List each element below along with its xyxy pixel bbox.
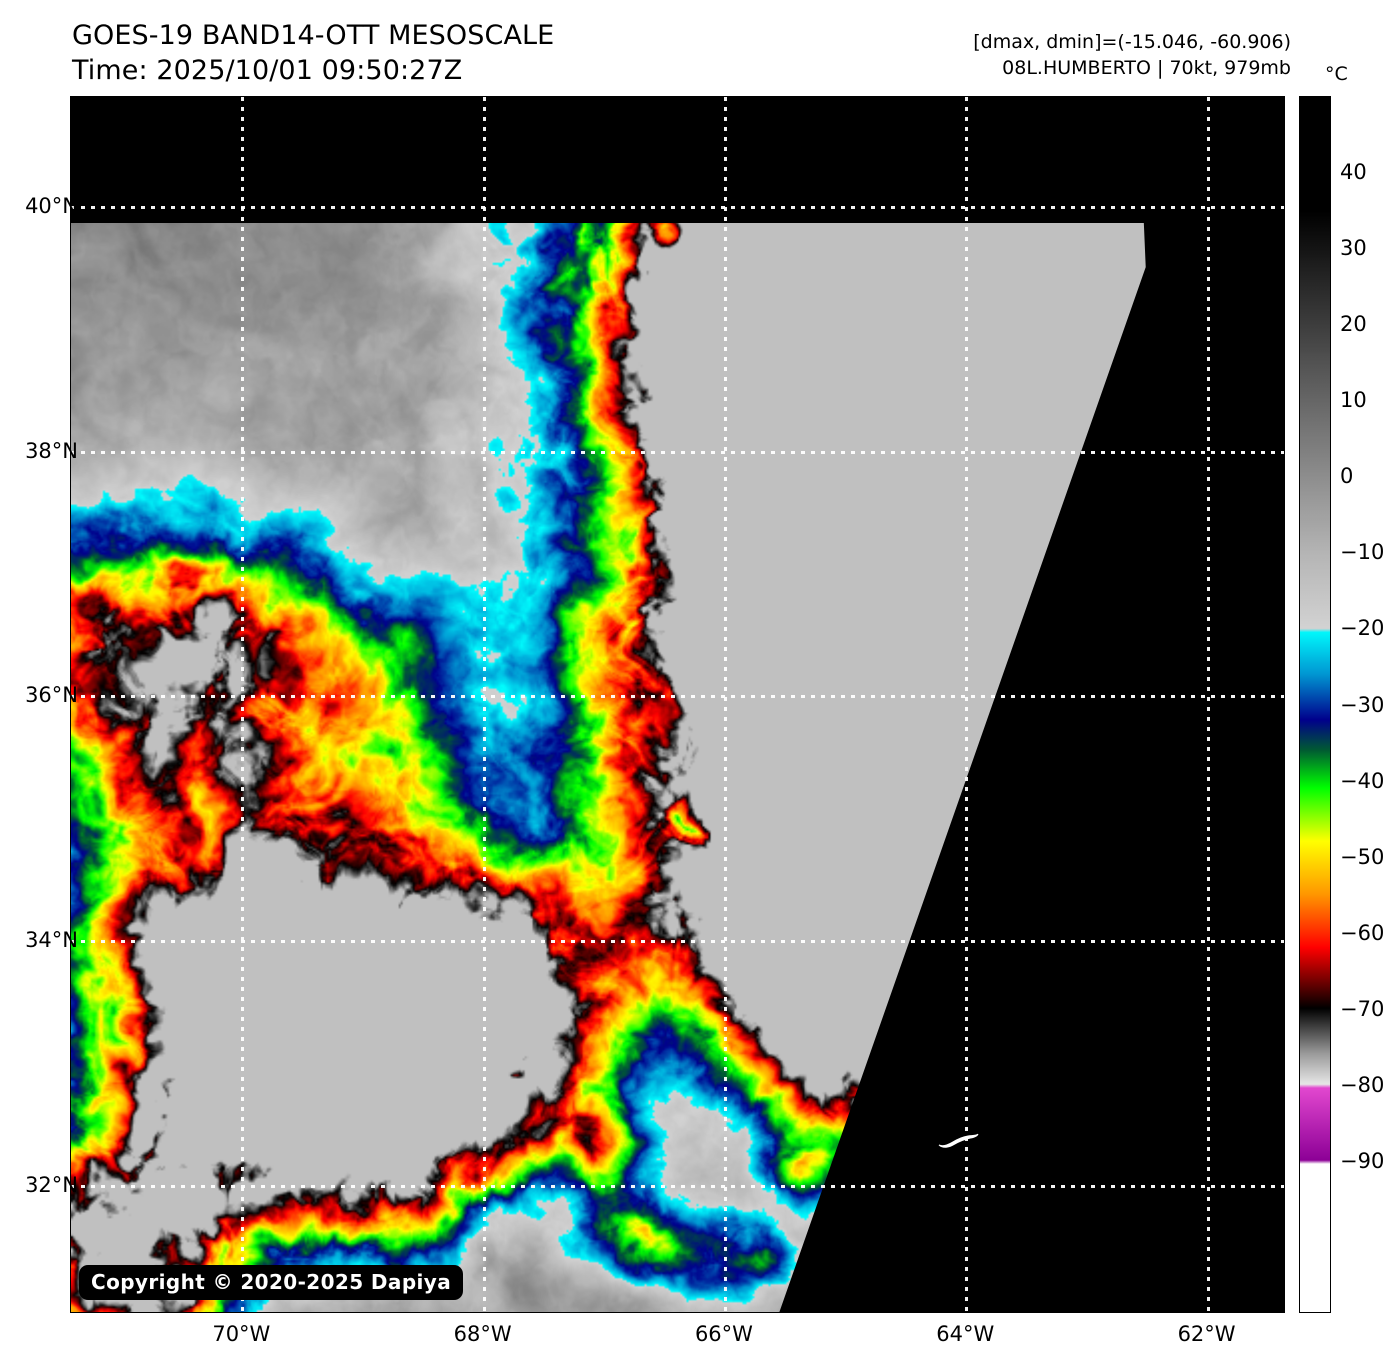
temperature-colorbar[interactable]: [1299, 96, 1331, 1313]
graticule-longitude-line: [482, 97, 486, 1312]
colorbar-gradient: [1300, 97, 1330, 1312]
longitude-tick-label: 70°W: [212, 1322, 271, 1346]
graticule-longitude-line: [723, 97, 727, 1312]
colorbar-tick-label: −10: [1340, 540, 1385, 565]
satellite-image-plot[interactable]: Copyright © 2020-2025 Dapiya: [70, 96, 1285, 1313]
no-data-band-top: [71, 97, 1284, 223]
latitude-tick-label: 34°N: [25, 927, 78, 952]
colorbar-tick-label: −60: [1340, 920, 1385, 945]
colorbar-tick-label: −50: [1340, 844, 1385, 869]
colorbar-tick-label: 10: [1340, 388, 1367, 413]
colorbar-tick-label: −20: [1340, 616, 1385, 641]
timestamp: Time: 2025/10/01 09:50:27Z: [72, 55, 463, 87]
header-title-block: GOES-19 BAND14-OTT MESOSCALE Time: 2025/…: [72, 18, 554, 88]
page-title: GOES-19 BAND14-OTT MESOSCALE: [72, 20, 555, 51]
colorbar-tick-label: −30: [1340, 692, 1385, 717]
latitude-tick-label: 40°N: [25, 194, 78, 219]
graticule-latitude-line: [71, 206, 1284, 210]
colorbar-tick-label: −80: [1340, 1072, 1385, 1097]
graticule-longitude-line: [241, 97, 245, 1312]
colorbar-tick-label: 40: [1340, 160, 1367, 185]
colorbar-tick-label: 0: [1340, 464, 1354, 489]
longitude-tick-label: 66°W: [694, 1322, 753, 1346]
colorbar-tick-label: −70: [1340, 996, 1385, 1021]
graticule-latitude-line: [71, 939, 1284, 943]
header-meta-block: [dmax, dmin]=(-15.046, -60.906) 08L.HUMB…: [973, 30, 1291, 81]
graticule-latitude-line: [71, 1184, 1284, 1188]
colorbar-tick-label: −40: [1340, 768, 1385, 793]
storm-info: 08L.HUMBERTO | 70kt, 979mb: [1002, 56, 1291, 79]
latitude-tick-label: 38°N: [25, 438, 78, 463]
graticule-longitude-line: [1206, 97, 1210, 1312]
colorbar-unit-label: °C: [1325, 63, 1348, 85]
copyright-watermark: Copyright © 2020-2025 Dapiya: [79, 1265, 464, 1300]
latitude-tick-label: 32°N: [25, 1172, 78, 1197]
dmax-dmin-readout: [dmax, dmin]=(-15.046, -60.906): [973, 31, 1291, 53]
graticule-latitude-line: [71, 695, 1284, 699]
longitude-tick-label: 64°W: [936, 1322, 995, 1346]
colorbar-tick-label: 20: [1340, 312, 1367, 337]
colorbar-tick-label: −90: [1340, 1148, 1385, 1173]
longitude-tick-label: 68°W: [453, 1322, 512, 1346]
graticule-longitude-line: [965, 97, 969, 1312]
graticule-latitude-line: [71, 450, 1284, 454]
bermuda-island-outline-icon: [938, 1133, 979, 1148]
longitude-tick-label: 62°W: [1177, 1322, 1236, 1346]
latitude-tick-label: 36°N: [25, 683, 78, 708]
colorbar-tick-label: 30: [1340, 236, 1367, 261]
plot-inner: Copyright © 2020-2025 Dapiya: [71, 97, 1284, 1312]
